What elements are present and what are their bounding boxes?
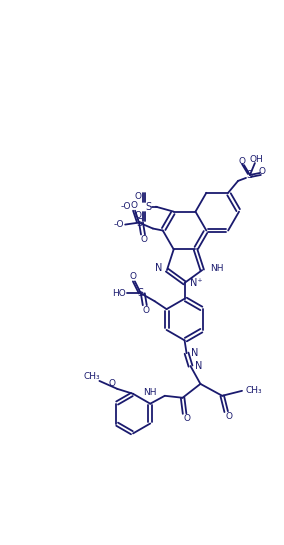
Text: N: N xyxy=(154,263,162,273)
Text: N: N xyxy=(191,348,198,358)
Text: N⁺: N⁺ xyxy=(189,278,202,288)
Text: NH: NH xyxy=(143,388,157,397)
Text: O: O xyxy=(258,167,265,177)
Text: O: O xyxy=(226,412,233,421)
Text: NH: NH xyxy=(210,264,224,272)
Text: O: O xyxy=(142,306,149,314)
Text: CH₃: CH₃ xyxy=(83,372,100,381)
Text: CH₃: CH₃ xyxy=(246,386,262,395)
Text: N: N xyxy=(195,361,202,371)
Text: S: S xyxy=(138,288,144,298)
Text: HO: HO xyxy=(112,289,126,298)
Text: OH: OH xyxy=(250,155,264,163)
Text: O: O xyxy=(130,272,136,281)
Text: -O: -O xyxy=(121,202,131,211)
Text: S: S xyxy=(136,217,142,228)
Text: S: S xyxy=(247,170,253,180)
Text: S: S xyxy=(145,202,151,211)
Text: O: O xyxy=(131,201,137,210)
Text: O: O xyxy=(135,192,141,201)
Text: O: O xyxy=(183,414,190,423)
Text: O: O xyxy=(239,156,245,166)
Text: O: O xyxy=(109,379,116,389)
Text: O: O xyxy=(141,235,147,244)
Text: -O: -O xyxy=(114,220,124,229)
Text: O: O xyxy=(135,211,141,220)
